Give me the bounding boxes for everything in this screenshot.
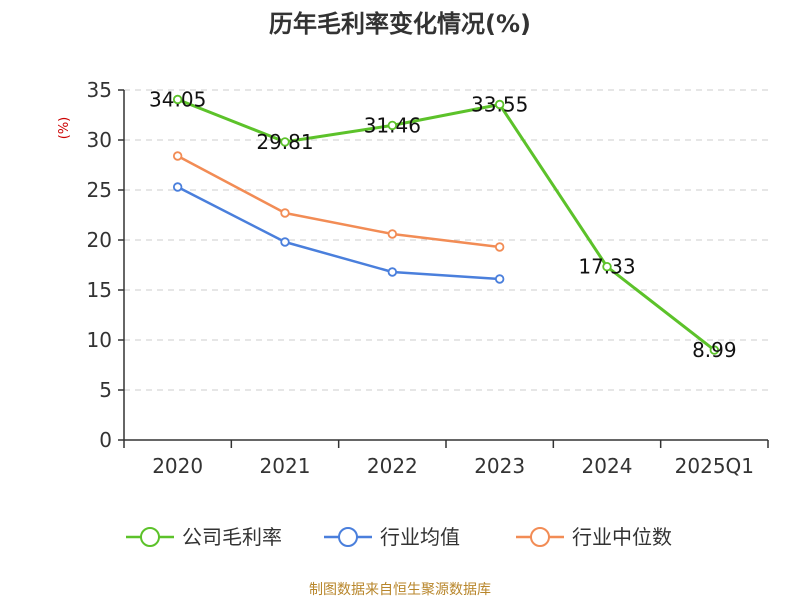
data-point	[280, 237, 290, 247]
y-axis-label: (%)	[57, 117, 72, 140]
data-label: 29.81	[256, 130, 313, 154]
data-point	[387, 229, 398, 239]
data-label: 17.33	[578, 255, 635, 279]
x-tick-label: 2022	[367, 454, 418, 478]
legend-item: 公司毛利率	[126, 525, 282, 549]
data-point	[494, 274, 505, 284]
legend-item: 行业均值	[324, 525, 460, 549]
axes: 0 5 10 15 20 25 30 35 2020 2021 2022 2023 2024 2025Q1	[87, 78, 769, 478]
x-tick-label: 2021	[260, 454, 311, 478]
y-tick-label: 0	[99, 428, 112, 452]
y-tick-label: 30	[87, 128, 112, 152]
data-label: 31.46	[364, 113, 421, 137]
data-point	[709, 345, 720, 355]
chart-title: 历年毛利率变化情况(%)	[269, 10, 531, 38]
legend-marker	[338, 527, 358, 547]
data-point	[387, 120, 398, 131]
series-line-0	[177, 98, 716, 352]
legend-label: 行业中位数	[572, 525, 672, 549]
legend: 公司毛利率 行业均值 行业中位数	[126, 525, 672, 549]
legend-item: 行业中位数	[516, 525, 672, 549]
y-tick-label: 5	[99, 378, 112, 402]
y-tick-label: 20	[87, 228, 112, 252]
data-point	[602, 262, 612, 272]
data-point	[172, 182, 183, 192]
series-line-2	[177, 154, 500, 249]
series-line-1	[177, 185, 500, 281]
data-labels: 34.05 29.81 31.46 33.55 17.33 8.99	[149, 88, 737, 363]
data-point	[280, 208, 290, 218]
x-tick-label: 2023	[474, 454, 525, 478]
data-point	[172, 94, 183, 105]
series	[172, 94, 720, 355]
legend-marker	[530, 527, 550, 547]
data-point	[280, 137, 290, 147]
data-point	[172, 151, 183, 161]
y-tick-label: 35	[87, 78, 112, 102]
source-note: 制图数据来自恒生聚源数据库	[309, 582, 491, 598]
data-label: 34.05	[149, 88, 206, 112]
data-label: 33.55	[471, 93, 528, 117]
legend-label: 行业均值	[380, 525, 460, 549]
y-tick-label: 25	[87, 178, 112, 202]
data-point	[494, 99, 505, 110]
y-tick-label: 15	[87, 278, 112, 302]
x-tick-label: 2020	[152, 454, 203, 478]
data-label: 8.99	[692, 338, 737, 362]
y-tick-label: 10	[87, 328, 112, 352]
legend-marker	[140, 527, 160, 547]
legend-label: 公司毛利率	[182, 525, 282, 549]
data-point	[494, 242, 505, 252]
x-tick-label: 2025Q1	[675, 454, 754, 478]
data-point	[387, 267, 398, 277]
x-tick-label: 2024	[582, 454, 633, 478]
